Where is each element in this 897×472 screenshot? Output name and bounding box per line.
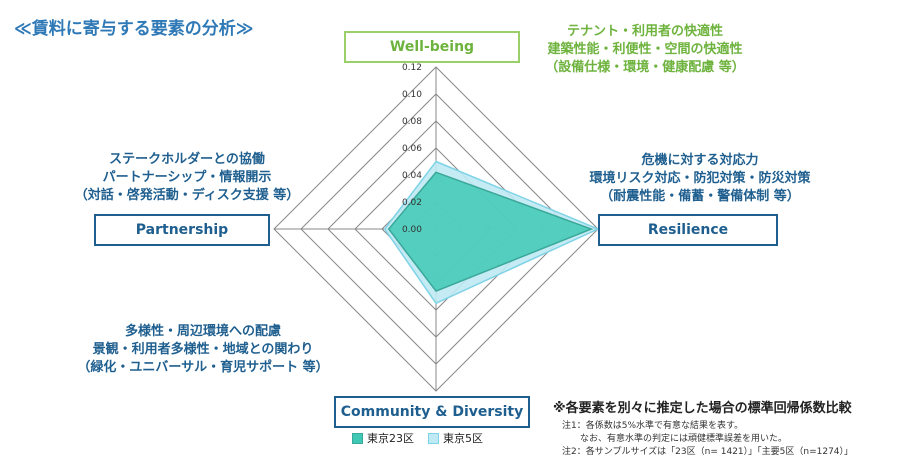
resilience-box: Resilience xyxy=(598,214,778,246)
note-line-2: なお、有意水準の判定には頑健標準誤差を用いた。 xyxy=(562,434,788,444)
partnership-line-2: パートナーシップ・情報開示 xyxy=(102,170,272,185)
resilience-line-1: 危機に対する対応力 xyxy=(641,153,759,168)
wellbeing-box: Well-being xyxy=(344,31,520,63)
wellbeing-description: テナント・利用者の快適性 建築性能・利便性・空間の快適性 （設備仕様・環境・健康… xyxy=(520,23,770,77)
legend-label-tokyo23: 東京23区 xyxy=(367,432,414,445)
community-line-3: （緑化・ユニバーサル・育児サポート 等） xyxy=(77,360,329,375)
resilience-line-3: （耐震性能・備蓄・警備体制 等） xyxy=(600,189,800,204)
community-box: Community & Diversity xyxy=(334,396,530,428)
series-polygon-tokyo23 xyxy=(387,171,594,293)
legend-label-tokyo5: 東京5区 xyxy=(443,432,483,445)
notes: 注1：各係数は5%水準で有意な結果を表す。 なお、有意水準の判定には頑健標準誤差… xyxy=(562,420,853,459)
partnership-line-1: ステークホルダーとの協働 xyxy=(109,152,265,167)
note-title: ※各要素を別々に推定した場合の標準回帰係数比較 xyxy=(553,401,852,416)
wellbeing-line-3: （設備仕様・環境・健康配慮 等） xyxy=(545,60,745,75)
wellbeing-line-1: テナント・利用者の快適性 xyxy=(566,24,723,39)
page-title: ≪賃料に寄与する要素の分析≫ xyxy=(14,19,254,39)
tick-label-3: 0.06 xyxy=(402,144,422,154)
community-line-2: 景観・利用者多様性・地域との関わり xyxy=(92,342,314,357)
note-line-1: 注1：各係数は5%水準で有意な結果を表す。 xyxy=(562,421,744,431)
tick-label-1: 0.02 xyxy=(402,198,422,208)
legend-swatch-tokyo23 xyxy=(352,432,363,444)
resilience-line-2: 環境リスク対応・防犯対策・防災対策 xyxy=(589,171,811,186)
community-line-1: 多様性・周辺環境への配慮 xyxy=(124,324,281,339)
tick-label-6: 0.12 xyxy=(402,63,422,73)
resilience-description: 危機に対する対応力 環境リスク対応・防犯対策・防災対策 （耐震性能・備蓄・警備体… xyxy=(570,152,830,206)
tick-label-2: 0.04 xyxy=(402,171,422,181)
wellbeing-line-2: 建築性能・利便性・空間の快適性 xyxy=(547,42,743,57)
partnership-description: ステークホルダーとの協働 パートナーシップ・情報開示 （対話・啓発活動・ディスク… xyxy=(62,151,312,205)
partnership-box: Partnership xyxy=(94,214,270,246)
tick-label-0: 0.00 xyxy=(402,225,422,235)
note-line-3: 注2：各サンプルサイズは「23区（n= 1421）」「主要5区（n=1274）」 xyxy=(562,447,854,457)
legend-swatch-tokyo5 xyxy=(428,432,439,444)
legend: 東京23区 東京5区 xyxy=(352,430,483,446)
partnership-line-3: （対話・啓発活動・ディスク支援 等） xyxy=(74,188,300,203)
tick-label-5: 0.10 xyxy=(402,90,422,100)
tick-label-4: 0.08 xyxy=(402,117,422,127)
community-description: 多様性・周辺環境への配慮 景観・利用者多様性・地域との関わり （緑化・ユニバーサ… xyxy=(68,323,338,377)
